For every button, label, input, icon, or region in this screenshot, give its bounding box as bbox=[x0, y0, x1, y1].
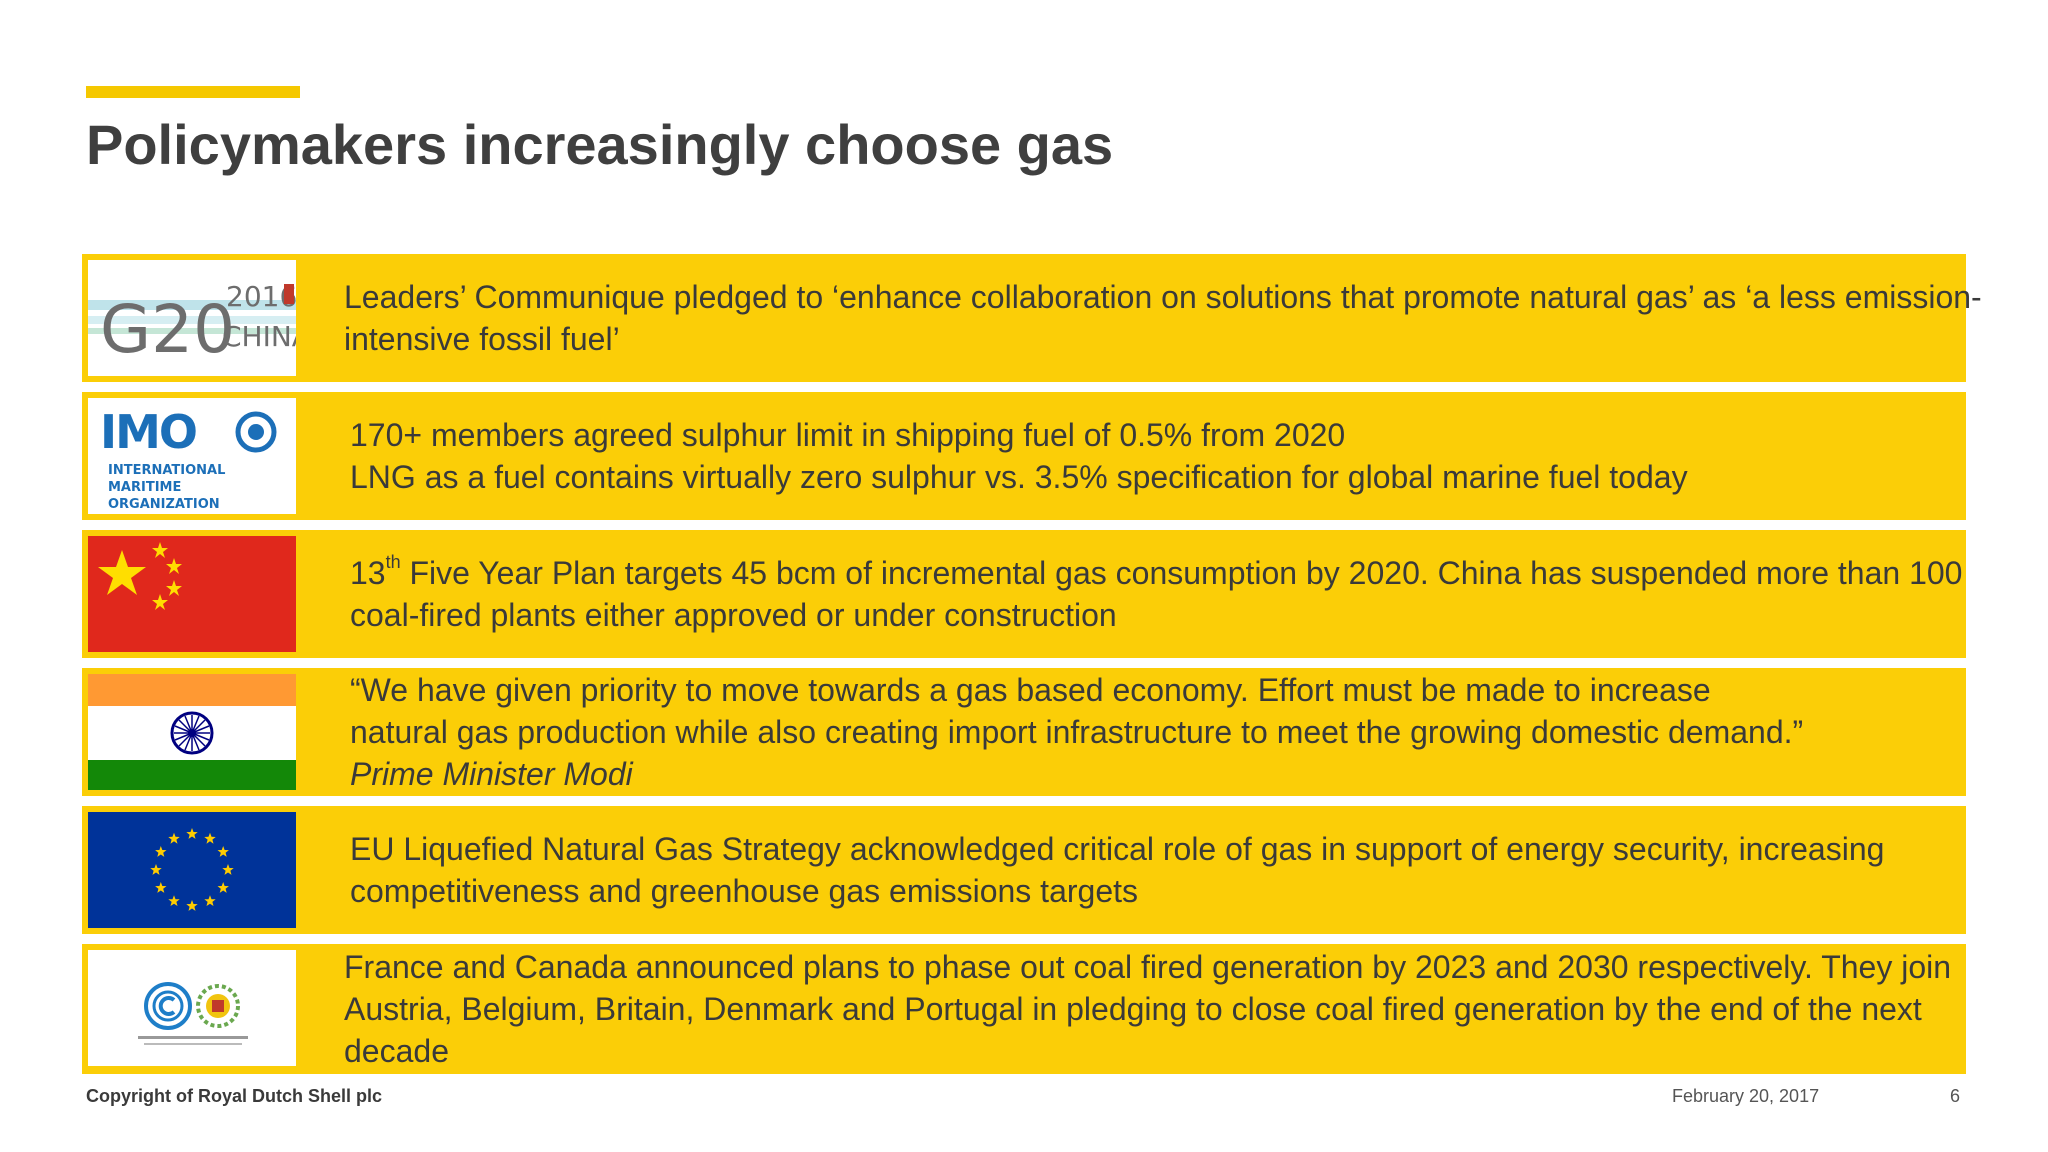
row-text: EU Liquefied Natural Gas Strategy acknow… bbox=[350, 828, 1926, 912]
row-text: France and Canada announced plans to pha… bbox=[344, 946, 1952, 1072]
eu-star-icon bbox=[204, 895, 216, 906]
eu-star-icon bbox=[204, 832, 216, 844]
policy-row-imo: IMO INTERNATIONAL MARITIME ORGANIZATION … bbox=[82, 392, 1966, 520]
quote-line: natural gas production while also creati… bbox=[350, 714, 1804, 750]
row-text: “We have given priority to move towards … bbox=[350, 669, 1926, 795]
cop21-logo bbox=[88, 950, 296, 1066]
policy-row-china: 13th Five Year Plan targets 45 bcm of in… bbox=[82, 530, 1966, 658]
imo-line1: INTERNATIONAL bbox=[108, 463, 225, 478]
imo-logo: IMO INTERNATIONAL MARITIME ORGANIZATION bbox=[88, 398, 296, 514]
row-text-line: France and Canada announced plans to pha… bbox=[344, 949, 1952, 985]
policy-row-cop21: France and Canada announced plans to pha… bbox=[82, 944, 1966, 1074]
policy-row-eu: EU Liquefied Natural Gas Strategy acknow… bbox=[82, 806, 1966, 934]
row-text-line: LNG as a fuel contains virtually zero su… bbox=[350, 459, 1688, 495]
india-flag bbox=[88, 674, 296, 790]
eu-star-icon bbox=[222, 864, 234, 875]
copyright-text: Copyright of Royal Dutch Shell plc bbox=[86, 1086, 383, 1106]
row-text: 13th Five Year Plan targets 45 bcm of in… bbox=[350, 552, 1962, 636]
g20-text: G20 bbox=[100, 291, 235, 368]
g20-country-text: CHINA bbox=[222, 320, 296, 353]
row-text-line: 13th Five Year Plan targets 45 bcm of in… bbox=[350, 552, 1962, 594]
eu-star-icon bbox=[217, 882, 229, 893]
slide-title: Policymakers increasingly choose gas bbox=[86, 113, 1114, 176]
row-text-line: EU Liquefied Natural Gas Strategy acknow… bbox=[350, 831, 1885, 867]
g20-2016-china-logo: G20 2016 CHINA bbox=[88, 260, 296, 376]
eu-star-icon bbox=[217, 846, 229, 857]
ordinal-suffix: th bbox=[385, 552, 401, 573]
row-text-rest: Five Year Plan targets 45 bcm of increme… bbox=[400, 555, 1963, 591]
footer-date: February 20, 2017 bbox=[1672, 1086, 1820, 1106]
policy-row-india: “We have given priority to move towards … bbox=[82, 668, 1966, 796]
quote-line: “We have given priority to move towards … bbox=[350, 672, 1711, 708]
row-text-line: coal-fired plants either approved or und… bbox=[350, 597, 1117, 633]
eu-star-icon bbox=[155, 846, 167, 857]
row-text-line: Leaders’ Communique pledged to ‘enhance … bbox=[344, 279, 1982, 315]
row-text-line: competitiveness and greenhouse gas emiss… bbox=[350, 873, 1138, 909]
eu-star-icon bbox=[186, 900, 198, 911]
eu-star-icon bbox=[168, 832, 180, 844]
china-flag bbox=[88, 536, 296, 652]
imo-line3: ORGANIZATION bbox=[108, 497, 220, 512]
imo-text: IMO bbox=[100, 405, 196, 459]
row-text-line: Austria, Belgium, Britain, Denmark and P… bbox=[344, 991, 1922, 1027]
eu-star-icon bbox=[186, 828, 198, 839]
row-text: Leaders’ Communique pledged to ‘enhance … bbox=[344, 276, 1982, 360]
row-text: 170+ members agreed sulphur limit in shi… bbox=[350, 414, 1926, 498]
row-text-line: 170+ members agreed sulphur limit in shi… bbox=[350, 417, 1346, 453]
eu-star-icon bbox=[150, 864, 162, 875]
eu-star-icon bbox=[168, 895, 180, 906]
imo-line2: MARITIME bbox=[108, 480, 181, 495]
title-accent-bar bbox=[86, 86, 300, 98]
row-text-line: intensive fossil fuel’ bbox=[344, 321, 620, 357]
eu-flag bbox=[88, 812, 296, 928]
policy-row-g20: G20 2016 CHINA Leaders’ Communique pledg… bbox=[82, 254, 1982, 382]
quote-attribution: Prime Minister Modi bbox=[350, 756, 633, 792]
row-text-line: decade bbox=[344, 1033, 449, 1069]
eu-star-icon bbox=[155, 882, 167, 893]
page-number: 6 bbox=[1950, 1086, 1961, 1106]
row-text-number: 13 bbox=[350, 555, 386, 591]
